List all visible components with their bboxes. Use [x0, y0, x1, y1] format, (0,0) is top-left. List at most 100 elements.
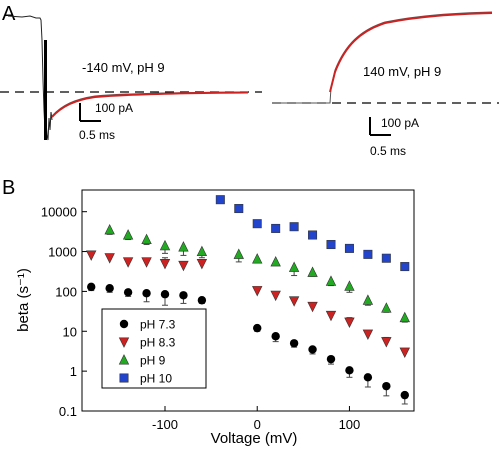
y-tick-label: 100 — [55, 284, 77, 299]
data-point — [381, 302, 392, 313]
data-point — [159, 239, 171, 251]
data-point — [160, 290, 170, 299]
data-point — [197, 296, 207, 305]
data-point — [289, 339, 299, 348]
data-point — [308, 230, 318, 240]
data-point — [362, 329, 374, 340]
data-series — [86, 195, 410, 405]
data-point — [400, 390, 409, 400]
data-point — [363, 249, 373, 259]
data-point — [307, 301, 318, 313]
data-point — [381, 337, 392, 348]
data-point — [289, 222, 299, 232]
data-point — [104, 223, 115, 235]
data-point — [178, 241, 189, 252]
legend-label: pH 10 — [140, 372, 172, 386]
data-point — [142, 289, 151, 298]
legend-marker — [119, 319, 129, 329]
trace-left-fit — [51, 91, 249, 118]
legend-marker — [118, 354, 130, 365]
left-scalebar-time-label: 0.5 ms — [79, 128, 115, 142]
data-point — [123, 288, 133, 297]
data-point — [308, 345, 317, 354]
series-ph-8-3 — [86, 250, 410, 358]
plot-frame — [81, 189, 415, 412]
left-scalebar-current-label: 100 pA — [95, 101, 133, 115]
trace-left: -140 mV, pH 9 100 pA 0.5 ms — [0, 15, 262, 142]
trace-right-condition: 140 mV, pH 9 — [363, 64, 441, 79]
data-point — [381, 253, 391, 263]
x-tick-label: 0 — [254, 417, 261, 432]
data-point — [196, 259, 208, 270]
data-point — [159, 259, 171, 270]
right-scalebar-time-label: 0.5 ms — [370, 144, 406, 158]
data-point — [104, 253, 115, 264]
y-tick-label: 10 — [63, 324, 77, 339]
data-point — [141, 233, 152, 245]
data-point — [307, 266, 318, 277]
data-point — [86, 250, 97, 261]
data-point — [399, 311, 410, 323]
data-point — [141, 257, 152, 268]
x-axis-label: Voltage (mV) — [211, 430, 298, 447]
y-axis-ticks: 0.1 1 10 100 1000 10000 — [41, 205, 87, 419]
data-point — [326, 354, 336, 364]
data-point — [344, 317, 355, 328]
series-ph-7-3 — [87, 282, 409, 405]
data-point — [400, 262, 410, 272]
data-point — [325, 275, 337, 286]
x-tick-label: -100 — [152, 417, 178, 432]
right-scalebar-current-label: 100 pA — [381, 116, 419, 130]
series-ph-10 — [215, 195, 410, 272]
series-ph-9 — [104, 223, 410, 323]
legend-label: pH 8.3 — [140, 336, 176, 350]
data-point — [325, 310, 337, 322]
data-point — [179, 291, 188, 300]
y-tick-label: 10000 — [41, 205, 77, 220]
data-point — [288, 261, 300, 272]
trace-left-noise — [51, 91, 249, 117]
data-point — [215, 195, 225, 205]
legend-box — [101, 308, 207, 389]
data-point — [178, 260, 189, 272]
data-point — [271, 332, 280, 341]
trace-right: 140 mV, pH 9 100 pA 0.5 ms — [272, 11, 499, 158]
data-point — [382, 381, 391, 391]
y-tick-label: 1 — [70, 364, 77, 379]
data-point — [270, 256, 281, 267]
data-point — [252, 253, 263, 264]
data-point — [345, 366, 354, 375]
data-point — [271, 223, 281, 233]
data-point — [362, 294, 374, 305]
data-point — [270, 290, 281, 302]
trace-right-current — [272, 11, 493, 104]
data-point — [234, 204, 244, 214]
legend-marker — [118, 337, 130, 348]
data-point — [252, 219, 262, 229]
data-point — [252, 286, 263, 297]
trace-right-fit — [329, 12, 493, 93]
y-axis-label: beta (s⁻¹) — [15, 268, 32, 332]
legend-marker — [119, 373, 129, 383]
panel-a-label: A — [2, 3, 16, 25]
x-tick-label: 100 — [339, 417, 361, 432]
data-point — [344, 280, 355, 291]
legend: pH 7.3 pH 8.3 pH 9 pH 10 — [118, 318, 176, 386]
legend-label: pH 7.3 — [140, 318, 176, 332]
y-tick-label: 1000 — [48, 245, 77, 260]
y-tick-label: 0.1 — [59, 404, 77, 419]
data-point — [253, 323, 262, 333]
data-point — [233, 248, 244, 259]
data-point — [105, 284, 114, 293]
data-point — [122, 229, 134, 240]
data-point — [122, 257, 134, 268]
x-axis-ticks: -100 0 100 — [152, 406, 360, 432]
data-point — [87, 282, 96, 292]
data-point — [196, 245, 208, 257]
trace-left-condition: -140 mV, pH 9 — [82, 60, 165, 75]
data-point — [288, 296, 300, 307]
data-point — [326, 240, 336, 250]
data-point — [363, 373, 373, 382]
data-point — [399, 347, 410, 358]
